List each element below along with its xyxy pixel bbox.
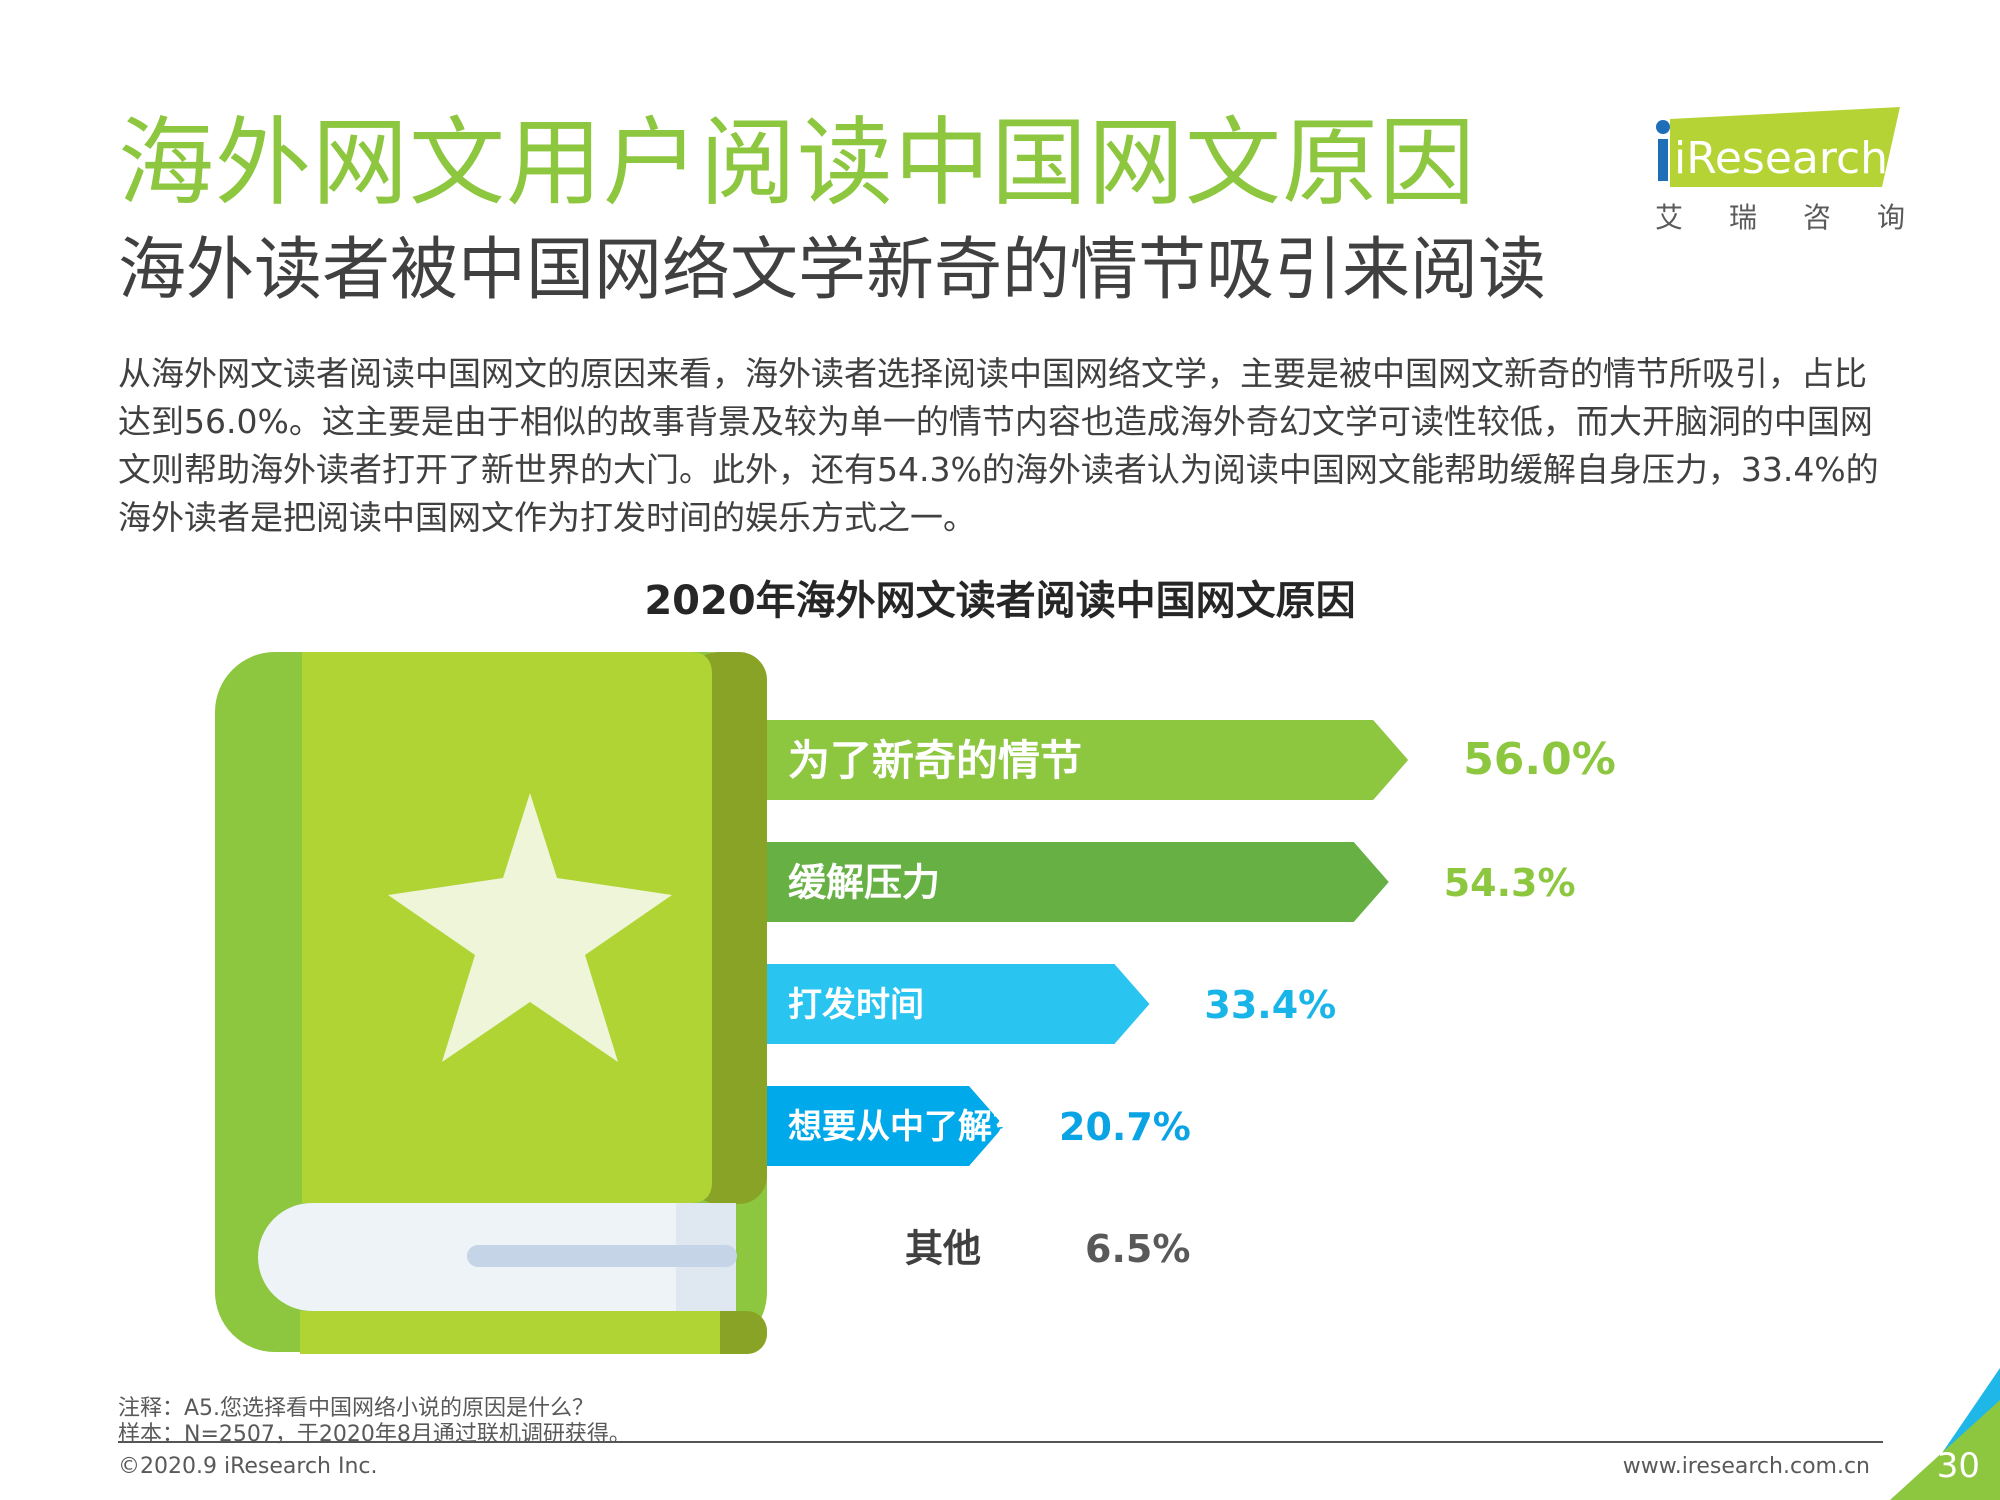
- logo-dot-icon: [1656, 120, 1670, 134]
- chart-note: 注释：A5.您选择看中国网络小说的原因是什么？: [118, 1396, 595, 1421]
- category-label: 其他: [905, 1227, 981, 1271]
- bar: [767, 720, 1409, 800]
- bar: [767, 1086, 1005, 1166]
- value-label: 54.3%: [1444, 861, 1576, 905]
- category-label: 打发时间: [788, 985, 924, 1025]
- corner-decoration: [1890, 1368, 2000, 1500]
- value-label: 6.5%: [1085, 1227, 1190, 1271]
- page-number: 30: [1936, 1446, 1980, 1486]
- logo-subtitle: 艾 瑞 咨 询: [1655, 196, 1905, 236]
- bar: [767, 964, 1150, 1044]
- category-label: 想要从中了解东方文化: [788, 1107, 1128, 1147]
- logo-sub-char: 询: [1876, 201, 1905, 234]
- body-paragraph: 从海外网文读者阅读中国网文的原因来看，海外读者选择阅读中国网络文学，主要是被中国…: [118, 354, 1879, 537]
- value-label: 33.4%: [1204, 983, 1336, 1027]
- logo-sub-char: 瑞: [1728, 201, 1757, 234]
- bars-group: 为了新奇的情节 56.0% 缓解压力 54.3% 打发时间 33.4% 想要从中了解东方文化…: [767, 720, 1616, 1271]
- chart-title: 2020年海外网文读者阅读中国网文原因: [644, 578, 1356, 624]
- logo-sub-char: 咨: [1802, 201, 1831, 234]
- book-illustration: [215, 652, 767, 1354]
- bar: [767, 842, 1389, 922]
- footer-divider: [118, 1441, 1883, 1443]
- category-label: 为了新奇的情节: [788, 736, 1082, 785]
- page-subtitle: 海外读者被中国网络文学新奇的情节吸引来阅读: [118, 231, 1547, 310]
- chart-sample: 样本：N=2507，于2020年8月通过联机调研获得。: [118, 1422, 631, 1447]
- website-link[interactable]: www.iresearch.com.cn: [1622, 1454, 1870, 1479]
- star-icon: [388, 793, 672, 1062]
- value-label: 56.0%: [1463, 734, 1616, 785]
- copyright: ©2020.9 iResearch Inc.: [118, 1454, 378, 1479]
- logo-sub-char: 艾: [1655, 201, 1684, 234]
- iresearch-logo: iResearch: [1656, 107, 1900, 187]
- logo-text: iResearch: [1674, 133, 1888, 184]
- category-label: 缓解压力: [788, 861, 940, 905]
- value-label: 20.7%: [1059, 1105, 1191, 1149]
- page-title: 海外网文用户阅读中国网文原因: [118, 107, 1476, 219]
